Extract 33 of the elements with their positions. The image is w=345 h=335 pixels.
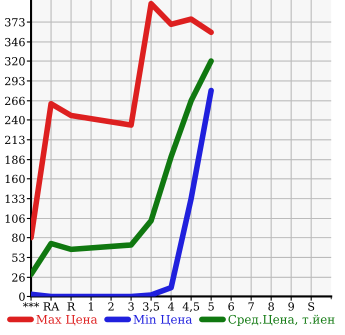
y-tick-label: 133 [6,194,25,204]
x-tick-label: RA [43,302,60,310]
y-tick-label: 213 [5,136,25,144]
y-tick-label: 186 [6,156,25,164]
x-tick-label: 2 [108,302,114,310]
x-tick-label: R [68,302,76,310]
y-tick-label: 26 [12,273,25,282]
x-tick-label: 4 [168,302,174,310]
y-tick-label: 373 [5,18,25,26]
y-tick-label: 80 [12,234,25,242]
y-tick-label: 0 [19,292,25,301]
x-tick-label: 5 [208,302,214,311]
legend-label: Max Цена [36,314,98,326]
x-tick-label: 6 [228,302,234,311]
y-tick-label: 160 [6,174,25,184]
y-tick-label: 106 [6,214,25,223]
legend-label: Min Цена [134,314,192,326]
x-tick-label: S [308,302,314,311]
y-tick-label: 53 [12,253,25,262]
y-tick-label: 293 [5,76,25,86]
x-tick-label: 8 [268,302,274,311]
y-tick-label: 320 [5,57,25,66]
x-tick-label: 3,5 [143,302,160,312]
x-tick-label: 1 [88,302,94,310]
x-tick-label: 3 [128,302,134,311]
y-tick-label: 266 [5,96,25,106]
y-tick-label: 240 [5,116,25,124]
y-tick-label: 346 [5,38,25,46]
legend-label: Сред.Цена, т.йен [228,314,334,326]
x-tick-label: *** [22,302,40,308]
x-tick-label: 9 [288,302,294,311]
x-tick-label: 7 [248,302,254,310]
x-tick-label: 4,5 [182,302,200,312]
